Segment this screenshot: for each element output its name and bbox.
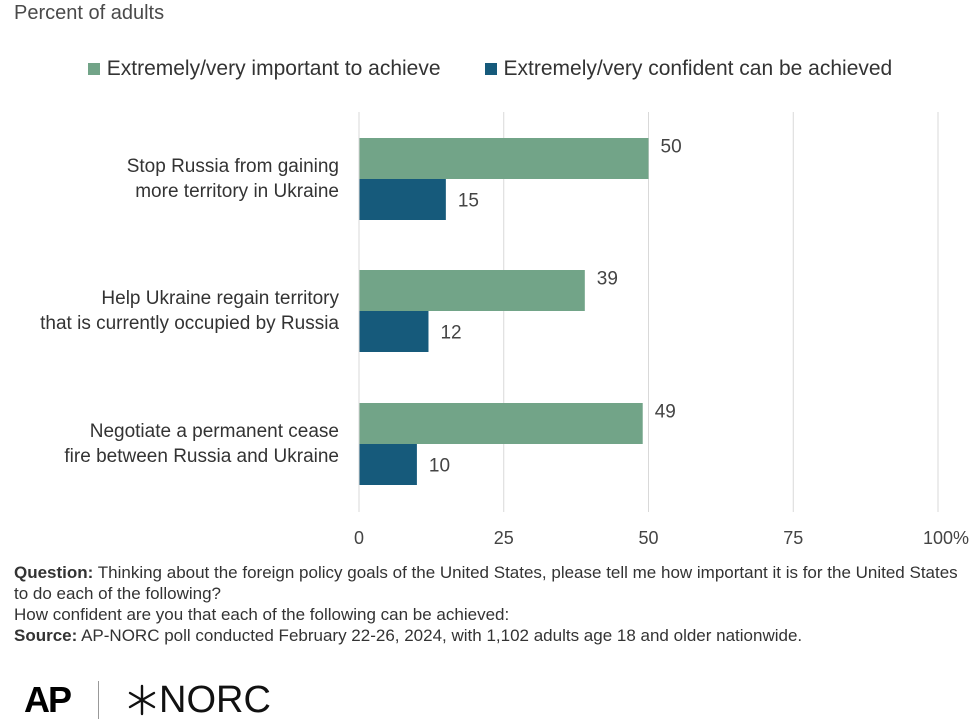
source-note: Source: AP-NORC poll conducted February …	[14, 625, 964, 646]
chart-subtitle: Percent of adults	[14, 2, 165, 24]
category-label-1-line-1: that is currently occupied by Russia	[40, 313, 339, 334]
category-label-0-line-1: more territory in Ukraine	[135, 181, 339, 202]
bar-important-1	[359, 270, 585, 311]
source-text: AP-NORC poll conducted February 22-26, 2…	[77, 626, 803, 645]
legend-label-important: Extremely/very important to achieve	[106, 57, 441, 80]
category-label-2-line-1: fire between Russia and Ukraine	[64, 446, 339, 467]
ap-logo: AP	[24, 679, 72, 720]
chart-legend: Extremely/very important to achieve Extr…	[0, 57, 980, 81]
bar-confident-2	[359, 444, 417, 485]
question-label: Question:	[14, 563, 94, 582]
data-label-confident-1: 12	[440, 323, 461, 344]
legend-swatch-confident	[484, 63, 497, 75]
bar-important-2	[359, 403, 643, 444]
bar-important-0	[359, 138, 649, 179]
question-text: Thinking about the foreign policy goals …	[14, 563, 958, 603]
category-label-2-line-0: Negotiate a permanent cease	[90, 421, 339, 442]
x-tick-label-4: 100%	[923, 528, 969, 548]
norc-star-icon	[128, 684, 156, 716]
bar-chart: 0 25 50 75 100% 50 15 Stop Russia from gaining m…	[40, 112, 969, 548]
category-label-1-line-0: Help Ukraine regain territory	[101, 288, 339, 309]
norc-logo-text: NORC	[159, 678, 271, 721]
legend-item-confident: Extremely/very confident can be achieved	[484, 57, 893, 81]
bar-confident-1	[359, 311, 429, 352]
source-label: Source:	[14, 626, 78, 645]
data-label-confident-2: 10	[429, 456, 450, 477]
x-tick-label-1: 25	[494, 528, 514, 548]
category-label-0-line-0: Stop Russia from gaining	[127, 156, 339, 177]
legend-label-confident: Extremely/very confident can be achieved	[503, 57, 893, 80]
norc-logo: NORC	[125, 679, 271, 722]
data-label-important-1: 39	[597, 269, 618, 290]
question-note-line2: How confident are you that each of the f…	[14, 605, 510, 624]
legend-item-important: Extremely/very important to achieve	[87, 57, 441, 81]
x-tick-label-3: 75	[783, 528, 803, 548]
chart-notes: Question: Thinking about the foreign pol…	[14, 562, 964, 646]
x-tick-label-0: 0	[354, 528, 364, 548]
legend-swatch-important	[87, 63, 100, 75]
data-label-important-2: 49	[655, 402, 676, 423]
logo-bar: AP NORC	[24, 679, 271, 722]
bar-confident-0	[359, 179, 446, 220]
data-label-confident-0: 15	[458, 191, 479, 212]
question-note: Question: Thinking about the foreign pol…	[14, 562, 964, 604]
data-label-important-0: 50	[661, 137, 682, 158]
x-tick-label-2: 50	[638, 528, 658, 548]
logo-divider	[98, 681, 100, 719]
